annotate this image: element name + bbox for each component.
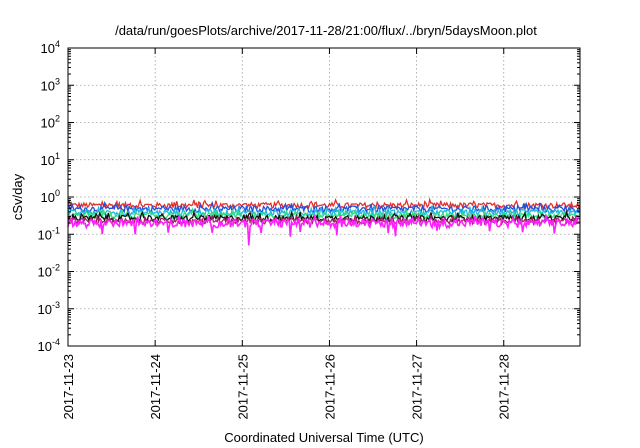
y-tick-label: 100 xyxy=(41,188,60,205)
x-tick-label: 2017-11-23 xyxy=(61,354,76,420)
series-line xyxy=(67,197,581,211)
y-tick-label: 10-2 xyxy=(38,263,60,280)
ticks xyxy=(67,47,580,347)
x-tick-label: 2017-11-28 xyxy=(497,354,512,420)
x-axis-label: Coordinated Universal Time (UTC) xyxy=(224,430,423,445)
y-tick-label: 10-1 xyxy=(38,225,60,242)
grid xyxy=(68,48,580,346)
y-tick-label: 10-4 xyxy=(38,337,60,354)
series-group xyxy=(67,197,581,246)
series-line xyxy=(67,206,581,222)
y-tick-label: 104 xyxy=(41,39,60,56)
x-tick-labels: 2017-11-23 2017-11-24 2017-11-25 2017-11-26… xyxy=(61,354,512,420)
x-tick-label: 2017-11-26 xyxy=(322,354,337,420)
y-tick-label: 101 xyxy=(41,151,60,168)
series-line xyxy=(67,213,581,246)
x-tick-label: 2017-11-27 xyxy=(410,354,425,420)
y-tick-labels: 10-4 10-3 10-2 10-1 100 101 102 103 104 xyxy=(38,39,60,354)
x-tick-label: 2017-11-25 xyxy=(235,354,250,420)
x-tick-label: 2017-11-24 xyxy=(148,354,163,420)
y-axis-label: cSv/day xyxy=(10,173,25,220)
y-tick-label: 102 xyxy=(41,114,60,131)
chart-title: /data/run/goesPlots/archive/2017-11-28/2… xyxy=(115,23,537,38)
y-tick-label: 103 xyxy=(41,76,60,93)
y-tick-label: 10-3 xyxy=(38,300,60,317)
